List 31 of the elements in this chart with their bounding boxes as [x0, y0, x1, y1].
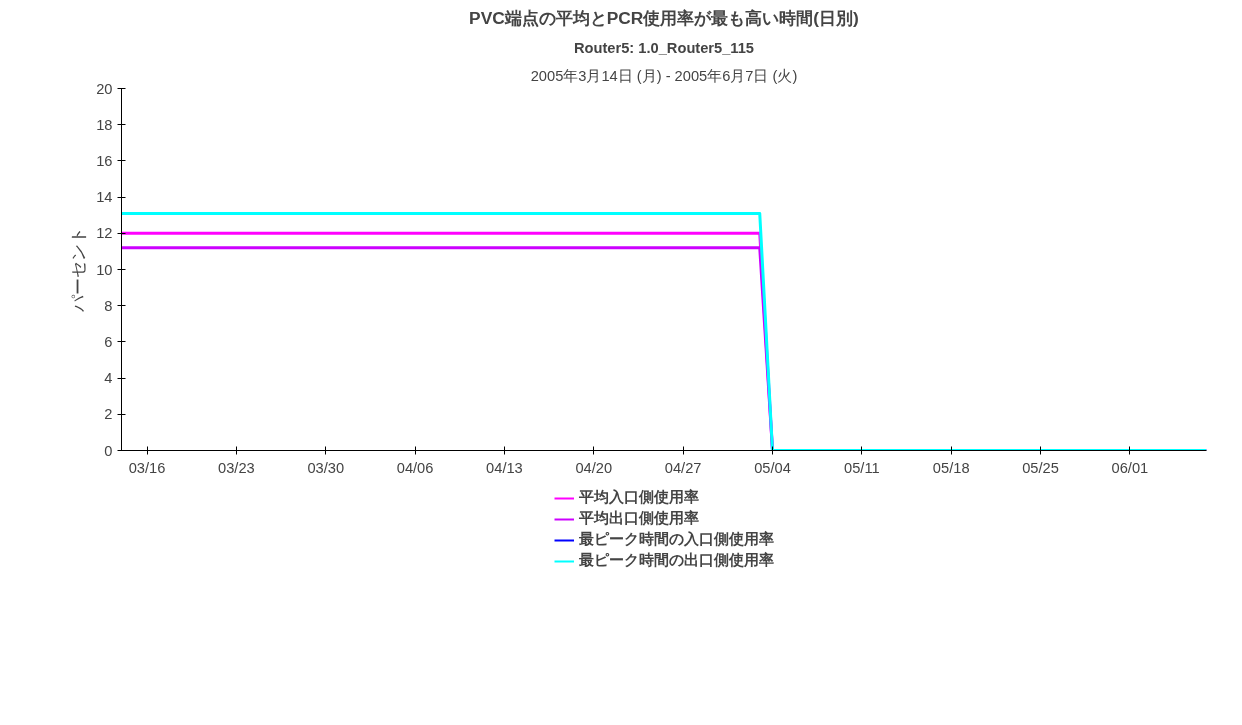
y-tick-label: 6: [104, 333, 113, 350]
legend-label: 平均入口側使用率: [578, 488, 699, 507]
y-tick-label: 0: [104, 442, 113, 459]
x-tick-label: 05/04: [754, 459, 791, 476]
y-tick-label: 14: [96, 189, 113, 206]
x-tick-label: 04/20: [575, 459, 613, 476]
y-tick-label: 2: [104, 406, 113, 423]
chart-title: PVC端点の平均とPCR使用率が最も高い時間(日別): [469, 7, 859, 28]
y-tick-label: 8: [104, 297, 113, 314]
y-tick-label: 18: [96, 116, 113, 133]
y-tick-label: 20: [96, 80, 113, 97]
x-tick-label: 05/25: [1022, 459, 1059, 476]
x-tick-label: 06/01: [1111, 459, 1149, 476]
x-tick-label: 05/18: [932, 459, 970, 476]
y-tick-label: 16: [96, 152, 113, 169]
x-tick-label: 03/16: [128, 459, 166, 476]
x-tick-label: 03/30: [307, 459, 345, 476]
text: 2005年3月14日 (月) - 2005年6月7日 (火): [530, 67, 798, 84]
x-tick-label: 04/06: [396, 459, 434, 476]
x-tick-label: 04/13: [486, 459, 523, 476]
legend-label: 平均出口側使用率: [578, 509, 699, 528]
x-tick-label: 03/23: [218, 459, 255, 476]
legend-label: 最ピーク時間の出口側使用率: [578, 551, 774, 570]
chart-subtitle: Router5: 1.0_Router5_115: [573, 39, 755, 56]
x-tick-label: 05/11: [844, 459, 880, 476]
x-tick-label: 04/27: [664, 459, 702, 476]
y-tick-label: 12: [96, 225, 113, 242]
y-axis-title: パーセント: [68, 227, 89, 313]
y-tick-label: 4: [104, 370, 113, 387]
y-tick-label: 10: [96, 261, 113, 278]
legend-label: 最ピーク時間の入口側使用率: [578, 530, 774, 549]
